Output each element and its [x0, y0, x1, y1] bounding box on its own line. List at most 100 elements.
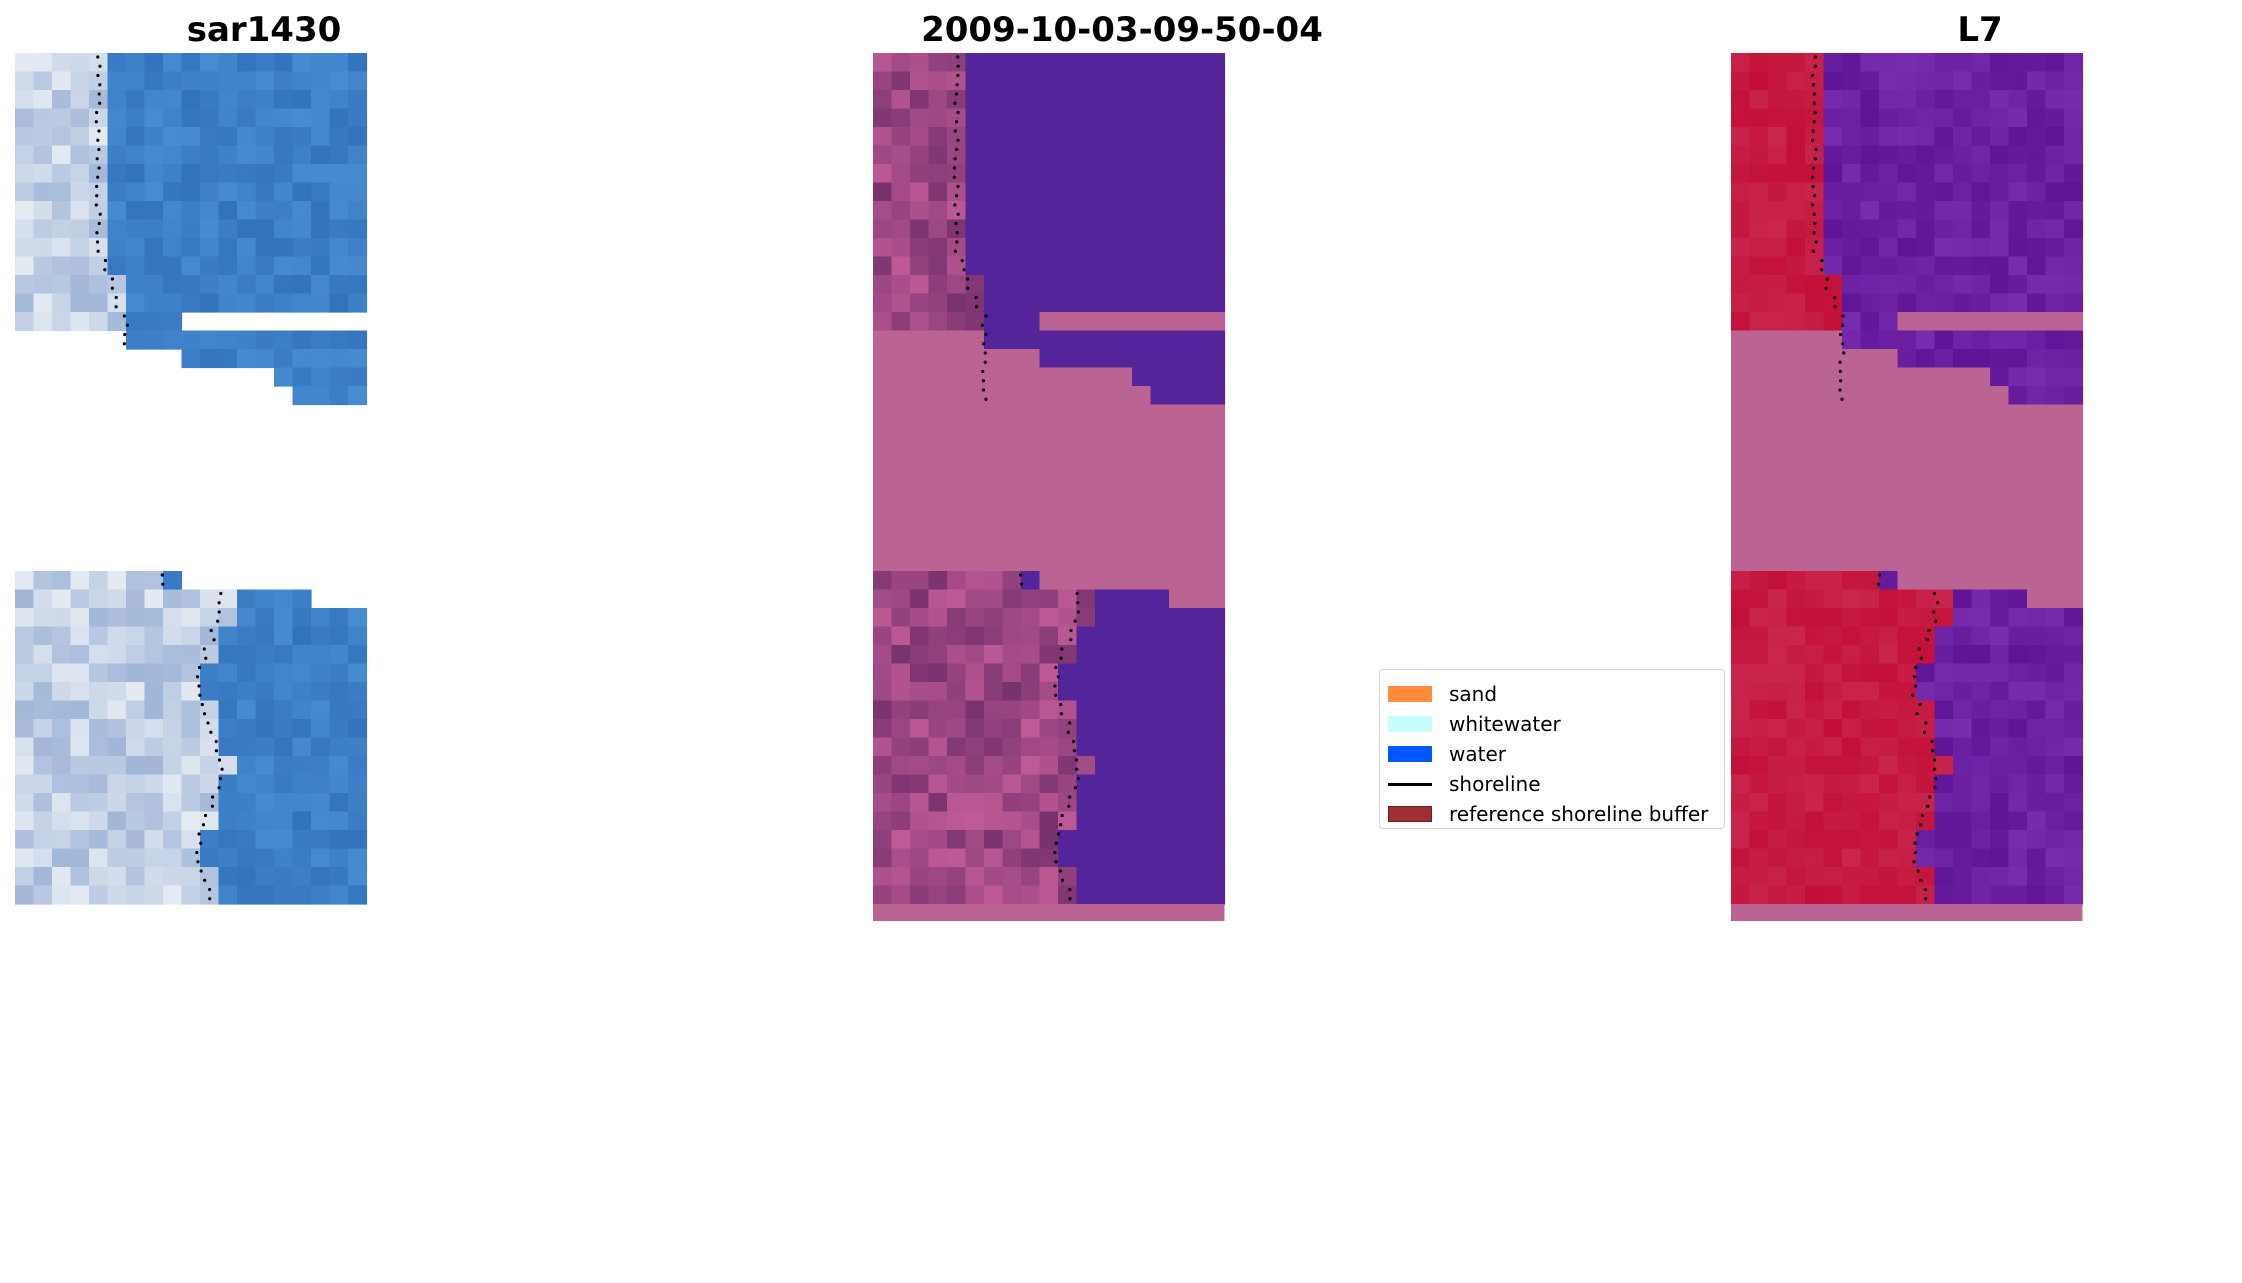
image-pixel [311, 774, 331, 794]
image-pixel [1768, 423, 1788, 443]
image-pixel [1002, 293, 1022, 313]
image-pixel [218, 256, 238, 276]
image-pixel [218, 811, 238, 831]
shoreline-point [1925, 638, 1929, 642]
image-pixel [1842, 552, 1862, 572]
image-pixel [1842, 682, 1862, 702]
image-pixel [1731, 441, 1751, 461]
image-pixel [891, 867, 911, 887]
image-pixel [1823, 867, 1843, 887]
shoreline-point [110, 286, 115, 290]
image-pixel [910, 145, 930, 165]
image-pixel [1842, 53, 1862, 73]
image-pixel [181, 127, 201, 147]
image-pixel [891, 719, 911, 739]
image-pixel [984, 774, 1004, 794]
image-pixel [70, 238, 90, 258]
image-pixel [89, 145, 109, 165]
image-pixel [163, 293, 183, 313]
image-pixel [891, 534, 911, 554]
image-pixel [1021, 478, 1041, 498]
image-pixel [891, 90, 911, 110]
image-pixel [274, 608, 294, 628]
image-pixel [329, 201, 349, 221]
image-pixel [348, 349, 368, 369]
image-pixel [1823, 793, 1843, 813]
image-pixel [947, 386, 967, 406]
image-pixel [274, 164, 294, 184]
image-pixel [2064, 811, 2084, 831]
image-pixel [1095, 700, 1115, 720]
image-pixel [200, 71, 220, 91]
shoreline-point [201, 823, 206, 827]
shoreline-point [95, 110, 99, 115]
image-pixel [1786, 700, 1806, 720]
image-pixel [1934, 478, 1954, 498]
image-pixel [1095, 867, 1115, 887]
image-pixel [1021, 404, 1041, 424]
image-pixel [1860, 552, 1880, 572]
image-pixel [910, 793, 930, 813]
image-pixel [52, 201, 72, 221]
image-pixel [200, 53, 220, 73]
image-pixel [126, 774, 146, 794]
image-pixel [1916, 774, 1936, 794]
shoreline-point [1924, 721, 1928, 725]
image-pixel [947, 663, 967, 683]
image-pixel [1039, 127, 1059, 147]
image-pixel [1842, 867, 1862, 887]
image-pixel [218, 663, 238, 683]
shoreline-point [1810, 138, 1815, 142]
image-pixel [965, 848, 985, 868]
image-pixel [1058, 256, 1078, 276]
image-pixel [1916, 90, 1936, 110]
shoreline-point [1054, 841, 1058, 845]
image-pixel [928, 182, 948, 202]
image-pixel [329, 90, 349, 110]
image-pixel [1860, 293, 1880, 313]
shoreline-point [1811, 83, 1816, 87]
image-pixel [1731, 608, 1751, 628]
image-pixel [928, 367, 948, 387]
image-pixel [89, 608, 109, 628]
image-pixel [910, 182, 930, 202]
image-pixel [1971, 867, 1991, 887]
image-pixel [348, 737, 368, 757]
image-pixel [1039, 108, 1059, 128]
image-pixel [329, 737, 349, 757]
image-pixel [1187, 53, 1207, 73]
image-pixel [1058, 515, 1078, 535]
image-pixel [1860, 441, 1880, 461]
image-pixel [1021, 182, 1041, 202]
image-pixel [1749, 312, 1769, 332]
image-pixel [311, 238, 331, 258]
image-pixel [984, 663, 1004, 683]
image-pixel [1039, 219, 1059, 239]
image-pixel [348, 367, 368, 387]
image-pixel [947, 367, 967, 387]
image-pixel [237, 182, 257, 202]
legend-swatch-reference-shoreline-buffer [1388, 806, 1432, 822]
image-pixel [1095, 774, 1115, 794]
image-pixel [126, 238, 146, 258]
image-pixel [1132, 293, 1152, 313]
image-pixel [255, 645, 275, 665]
image-pixel [1731, 275, 1751, 295]
image-pixel [928, 53, 948, 73]
shoreline-point [1839, 379, 1843, 383]
image-pixel [1897, 238, 1917, 258]
image-pixel [1842, 423, 1862, 443]
image-pixel [255, 663, 275, 683]
image-pixel [2045, 682, 2065, 702]
image-pixel [965, 515, 985, 535]
image-pixel [1860, 811, 1880, 831]
image-pixel [126, 330, 146, 350]
image-pixel [292, 386, 312, 406]
image-pixel [1823, 811, 1843, 831]
image-pixel [163, 756, 183, 776]
image-pixel [2008, 367, 2028, 387]
image-pixel [1113, 441, 1133, 461]
shoreline-point [1931, 749, 1935, 753]
image-pixel [329, 386, 349, 406]
shoreline-point [966, 286, 970, 290]
